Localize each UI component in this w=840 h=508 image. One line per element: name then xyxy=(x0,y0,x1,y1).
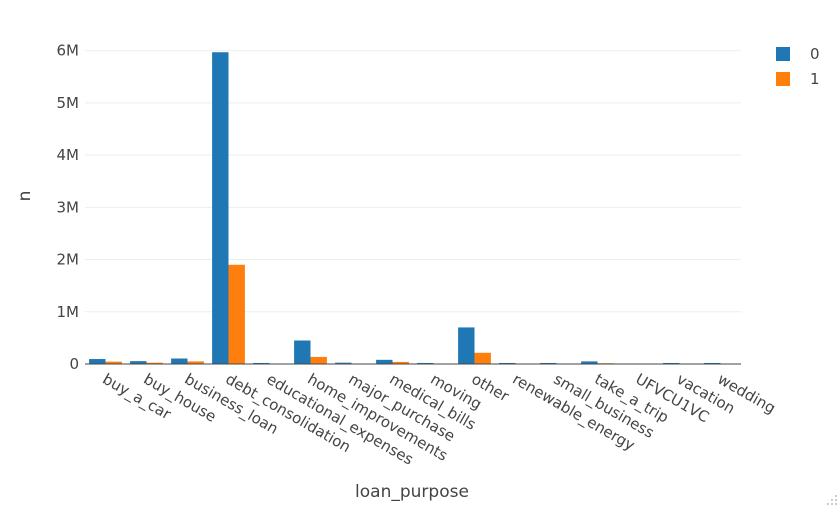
bar-vacation-series-0[interactable] xyxy=(663,362,680,364)
bar-take_a_trip-series-0[interactable] xyxy=(581,361,598,364)
bar-renewable_energy-series-0[interactable] xyxy=(499,362,516,364)
resize-grip-icon[interactable] xyxy=(827,495,837,505)
x-axis-title: loan_purpose xyxy=(355,482,469,502)
bar-debt_consolidation-series-1[interactable] xyxy=(228,264,245,364)
bar-moving-series-0[interactable] xyxy=(417,362,434,364)
bar-wedding-series-0[interactable] xyxy=(704,362,721,364)
bar-buy_house-series-1[interactable] xyxy=(146,362,163,364)
bar-medical_bills-series-0[interactable] xyxy=(376,359,393,364)
bar-buy_a_car-series-0[interactable] xyxy=(89,359,106,364)
legend-label[interactable]: 1 xyxy=(810,70,820,88)
y-axis-title: n xyxy=(15,191,35,202)
bar-buy_a_car-series-1[interactable] xyxy=(105,361,122,364)
y-tick-label: 1M xyxy=(57,303,80,321)
y-tick-label: 0 xyxy=(69,355,79,373)
bar-medical_bills-series-1[interactable] xyxy=(392,361,409,364)
legend-label[interactable]: 0 xyxy=(810,45,820,63)
bar-educational_expenses-series-0[interactable] xyxy=(253,362,270,364)
bar-home_improvements-series-1[interactable] xyxy=(310,356,327,364)
bar-buy_house-series-0[interactable] xyxy=(130,361,147,364)
bar-home_improvements-series-0[interactable] xyxy=(294,340,311,365)
bar-business_loan-series-1[interactable] xyxy=(187,361,204,364)
legend[interactable]: 01 xyxy=(776,45,820,88)
bar-major_purchase-series-0[interactable] xyxy=(335,362,352,364)
legend-swatch-1[interactable] xyxy=(776,72,790,86)
gridlines xyxy=(85,50,741,313)
y-tick-label: 5M xyxy=(57,94,80,112)
bars xyxy=(89,52,737,364)
bar-small_business-series-0[interactable] xyxy=(540,362,557,364)
x-axis-ticks: buy_a_carbuy_housebusiness_loandebt_cons… xyxy=(99,370,779,470)
legend-swatch-0[interactable] xyxy=(776,47,790,61)
y-tick-label: 2M xyxy=(57,251,80,269)
bar-debt_consolidation-series-0[interactable] xyxy=(212,52,229,364)
bar-other-series-0[interactable] xyxy=(458,327,475,364)
y-tick-label: 6M xyxy=(57,42,80,60)
y-tick-label: 4M xyxy=(57,146,80,164)
bar-other-series-1[interactable] xyxy=(474,352,491,364)
y-tick-label: 3M xyxy=(57,198,80,216)
y-axis-ticks: 0 1M 2M 3M 4M 5M 6M xyxy=(57,42,80,373)
bar-business_loan-series-0[interactable] xyxy=(171,358,188,364)
